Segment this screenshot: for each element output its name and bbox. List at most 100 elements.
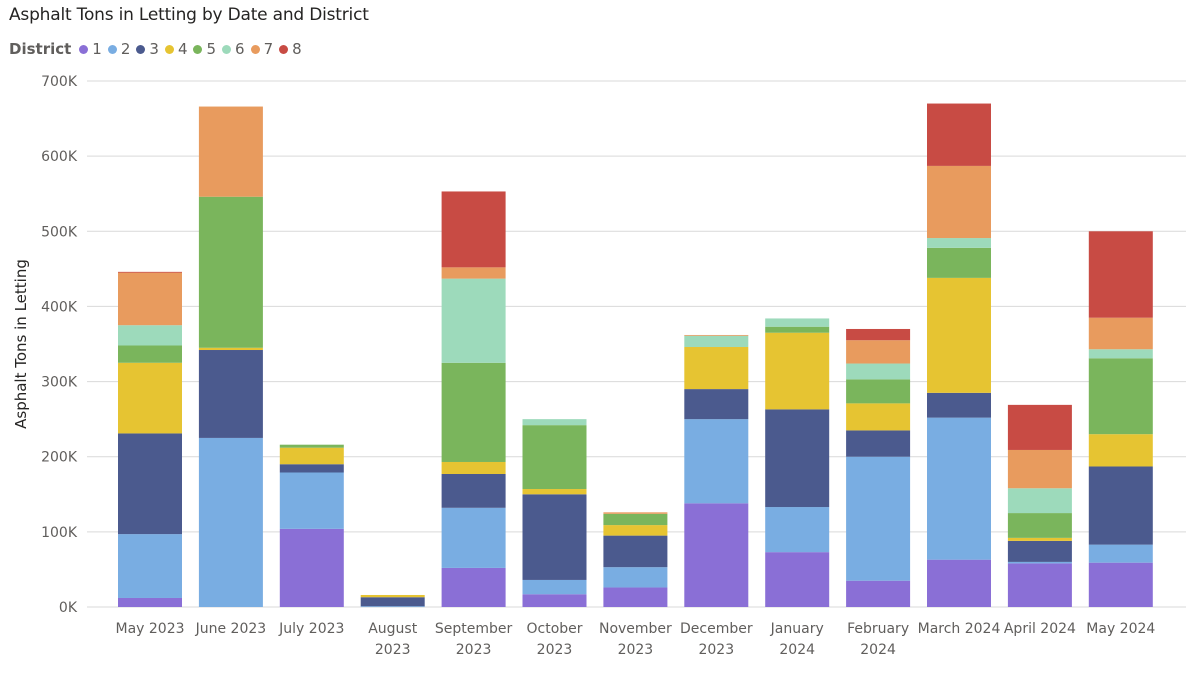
bar-segment-district-7[interactable]	[846, 340, 911, 364]
bar-segment-district-2[interactable]	[1088, 544, 1153, 563]
bar-segment-district-4[interactable]	[279, 447, 344, 465]
bar-stack[interactable]	[1007, 404, 1072, 607]
bar-segment-district-5[interactable]	[1007, 513, 1072, 538]
legend-item-district-4[interactable]: 4	[164, 40, 187, 58]
bar-segment-district-3[interactable]	[1088, 466, 1153, 545]
bar-segment-district-4[interactable]	[684, 347, 749, 390]
bar-segment-district-6[interactable]	[1007, 488, 1072, 514]
bar-segment-district-3[interactable]	[927, 392, 991, 418]
bar-segment-district-1[interactable]	[765, 552, 830, 607]
bar-segment-district-4[interactable]	[1007, 537, 1072, 541]
bar-stack[interactable]	[1088, 231, 1153, 607]
bar-segment-district-6[interactable]	[441, 278, 506, 363]
bar-segment-district-5[interactable]	[522, 425, 587, 490]
bar-segment-district-2[interactable]	[279, 472, 344, 529]
bar-segment-district-6[interactable]	[927, 238, 991, 248]
bar-segment-district-5[interactable]	[118, 345, 182, 363]
bar-segment-district-6[interactable]	[522, 419, 587, 426]
bar-segment-district-3[interactable]	[603, 535, 668, 568]
bar-segment-district-3[interactable]	[279, 464, 344, 473]
bar-segment-district-8[interactable]	[927, 103, 991, 166]
bar-segment-district-5[interactable]	[846, 379, 911, 404]
bar-segment-district-7[interactable]	[1007, 449, 1072, 489]
bar-stack[interactable]	[441, 191, 506, 607]
bar-segment-district-6[interactable]	[118, 325, 182, 346]
bar-segment-district-4[interactable]	[927, 277, 991, 393]
bar-segment-district-3[interactable]	[522, 494, 587, 580]
bar-segment-district-5[interactable]	[198, 196, 263, 348]
bar-segment-district-4[interactable]	[360, 594, 425, 598]
bar-segment-district-2[interactable]	[927, 417, 991, 560]
bar-segment-district-1[interactable]	[927, 559, 991, 607]
bar-segment-district-8[interactable]	[118, 271, 182, 273]
legend-item-district-3[interactable]: 3	[136, 40, 159, 58]
bar-stack[interactable]	[279, 444, 344, 607]
bar-segment-district-1[interactable]	[1007, 563, 1072, 607]
legend-item-district-6[interactable]: 6	[222, 40, 245, 58]
bar-segment-district-3[interactable]	[118, 433, 182, 535]
bar-stack[interactable]	[846, 328, 911, 607]
bar-segment-district-4[interactable]	[1088, 434, 1153, 467]
bar-segment-district-6[interactable]	[765, 318, 830, 327]
bar-segment-district-2[interactable]	[522, 579, 587, 595]
bar-segment-district-1[interactable]	[522, 594, 587, 607]
bar-segment-district-5[interactable]	[603, 513, 668, 526]
bar-stack[interactable]	[684, 334, 749, 607]
bar-segment-district-7[interactable]	[603, 512, 668, 514]
bar-segment-district-6[interactable]	[1088, 349, 1153, 359]
legend-item-district-1[interactable]: 1	[79, 40, 102, 58]
bar-segment-district-2[interactable]	[846, 456, 911, 581]
bar-segment-district-3[interactable]	[441, 474, 506, 508]
bar-segment-district-1[interactable]	[684, 503, 749, 607]
bar-stack[interactable]	[765, 318, 830, 607]
bar-segment-district-8[interactable]	[1007, 404, 1072, 450]
bar-segment-district-4[interactable]	[441, 461, 506, 474]
bar-segment-district-5[interactable]	[765, 326, 830, 333]
bar-segment-district-2[interactable]	[118, 534, 182, 598]
bar-segment-district-7[interactable]	[118, 272, 182, 326]
bar-segment-district-3[interactable]	[684, 389, 749, 420]
bar-segment-district-7[interactable]	[1088, 317, 1153, 350]
bar-segment-district-1[interactable]	[603, 587, 668, 607]
bar-segment-district-3[interactable]	[1007, 540, 1072, 562]
bar-segment-district-3[interactable]	[360, 597, 425, 607]
bar-segment-district-8[interactable]	[846, 328, 911, 341]
bar-segment-district-3[interactable]	[198, 350, 263, 438]
bar-segment-district-1[interactable]	[1088, 562, 1153, 607]
bar-stack[interactable]	[198, 106, 263, 607]
bar-segment-district-4[interactable]	[765, 332, 830, 410]
bar-segment-district-6[interactable]	[684, 335, 749, 347]
bar-segment-district-7[interactable]	[927, 165, 991, 239]
bar-segment-district-2[interactable]	[603, 567, 668, 588]
bar-segment-district-2[interactable]	[441, 507, 506, 568]
bar-segment-district-7[interactable]	[441, 267, 506, 279]
bar-segment-district-4[interactable]	[522, 489, 587, 495]
bar-segment-district-3[interactable]	[846, 430, 911, 457]
bar-segment-district-7[interactable]	[684, 334, 749, 336]
bar-segment-district-2[interactable]	[360, 606, 425, 608]
bar-segment-district-2[interactable]	[1007, 561, 1072, 564]
bar-stack[interactable]	[360, 594, 425, 608]
bar-segment-district-3[interactable]	[765, 409, 830, 508]
bar-segment-district-2[interactable]	[684, 419, 749, 504]
bar-segment-district-2[interactable]	[198, 437, 263, 607]
legend-item-district-7[interactable]: 7	[250, 40, 273, 58]
bar-stack[interactable]	[603, 512, 668, 607]
bar-segment-district-5[interactable]	[279, 444, 344, 448]
bar-segment-district-1[interactable]	[279, 528, 344, 607]
bar-segment-district-4[interactable]	[603, 525, 668, 536]
legend-item-district-2[interactable]: 2	[107, 40, 130, 58]
bar-segment-district-1[interactable]	[846, 580, 911, 607]
bar-stack[interactable]	[522, 419, 587, 607]
bar-segment-district-8[interactable]	[441, 191, 506, 268]
bar-segment-district-5[interactable]	[927, 247, 991, 278]
bar-segment-district-6[interactable]	[846, 363, 911, 380]
bar-segment-district-5[interactable]	[1088, 358, 1153, 435]
bar-segment-district-5[interactable]	[441, 362, 506, 462]
legend-item-district-8[interactable]: 8	[279, 40, 302, 58]
bar-segment-district-1[interactable]	[118, 597, 182, 607]
bar-segment-district-8[interactable]	[1088, 231, 1153, 318]
bar-segment-district-1[interactable]	[441, 567, 506, 607]
bar-segment-district-4[interactable]	[198, 347, 263, 351]
bar-stack[interactable]	[118, 271, 182, 607]
